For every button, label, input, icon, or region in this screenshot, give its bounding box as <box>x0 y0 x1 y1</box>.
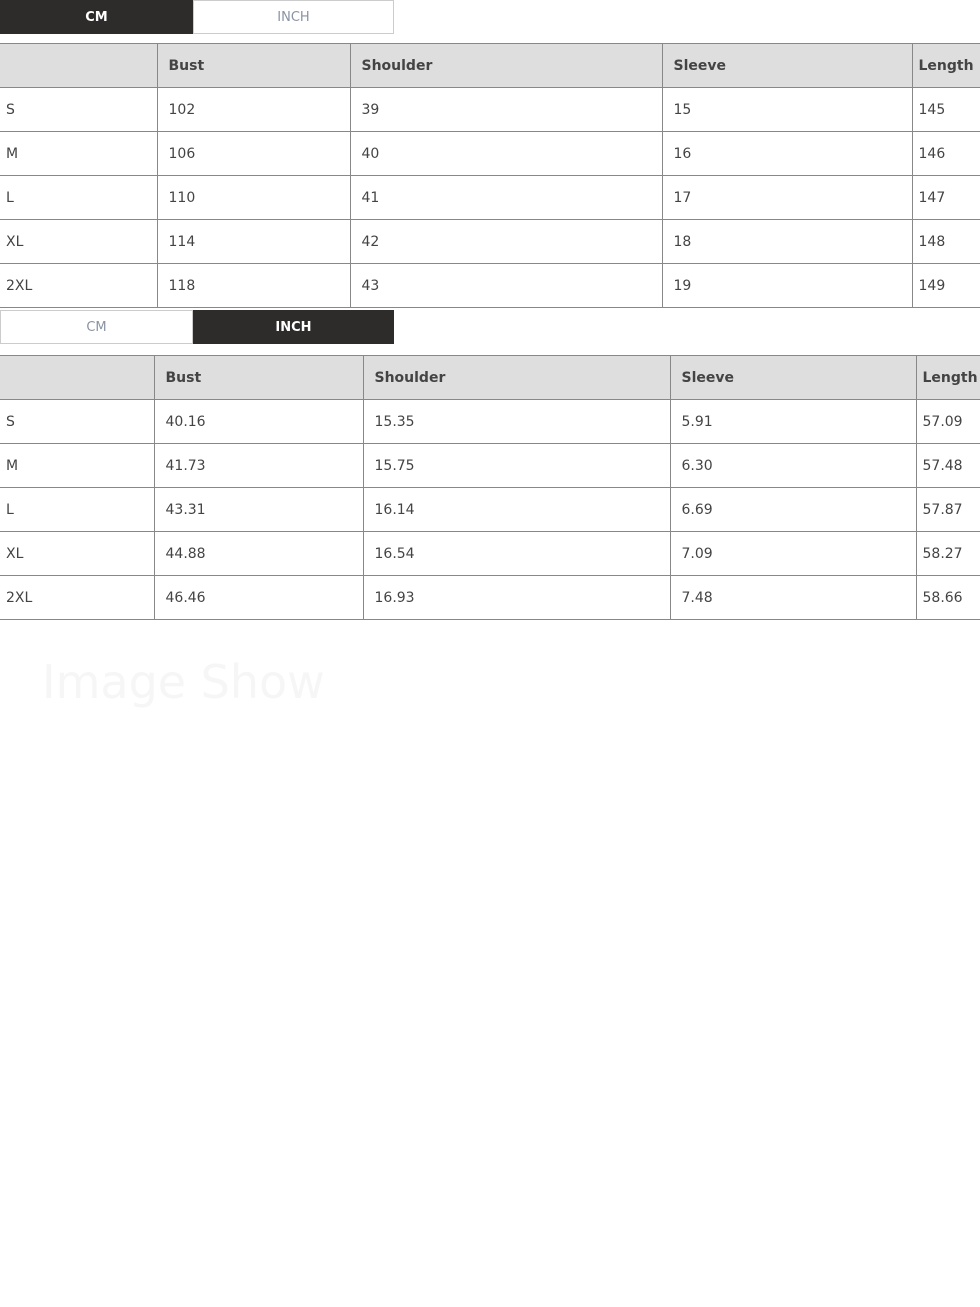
size-label: L <box>0 175 158 220</box>
table-row: L 110 41 17 147 <box>0 175 980 220</box>
measurement-cell: 43 <box>349 263 663 308</box>
column-header: Sleeve <box>661 43 913 88</box>
tab-cm[interactable]: CM <box>0 0 193 34</box>
column-header: Length <box>915 355 980 400</box>
measurement-cell: 147 <box>911 175 980 220</box>
size-label: S <box>0 399 155 444</box>
table-row: XL 44.88 16.54 7.09 58.27 <box>0 531 980 576</box>
measurement-cell: 57.48 <box>915 443 980 488</box>
measurement-cell: 46.46 <box>153 575 364 620</box>
measurement-cell: 42 <box>349 219 663 264</box>
measurement-cell: 106 <box>156 131 351 176</box>
measurement-cell: 15.35 <box>362 399 671 444</box>
measurement-cell: 41 <box>349 175 663 220</box>
measurement-cell: 40.16 <box>153 399 364 444</box>
column-header: Sleeve <box>669 355 917 400</box>
measurement-cell: 44.88 <box>153 531 364 576</box>
size-label: XL <box>0 219 158 264</box>
size-label: M <box>0 131 158 176</box>
measurement-cell: 5.91 <box>669 399 917 444</box>
size-label: S <box>0 87 158 132</box>
table-header-row: Bust Shoulder Sleeve Length <box>0 43 980 88</box>
measurement-cell: 16.54 <box>362 531 671 576</box>
table-row: M 106 40 16 146 <box>0 131 980 176</box>
column-header: Shoulder <box>349 43 663 88</box>
table-row: L 43.31 16.14 6.69 57.87 <box>0 487 980 532</box>
measurement-cell: 148 <box>911 219 980 264</box>
column-header: Bust <box>153 355 364 400</box>
measurement-cell: 17 <box>661 175 913 220</box>
size-label: M <box>0 443 155 488</box>
measurement-cell: 6.69 <box>669 487 917 532</box>
measurement-cell: 7.48 <box>669 575 917 620</box>
measurement-cell: 57.09 <box>915 399 980 444</box>
table-row: S 102 39 15 145 <box>0 87 980 132</box>
table-row: S 40.16 15.35 5.91 57.09 <box>0 399 980 444</box>
measurement-cell: 15 <box>661 87 913 132</box>
column-header <box>0 43 158 88</box>
table-row: 2XL 46.46 16.93 7.48 58.66 <box>0 575 980 620</box>
table-row: M 41.73 15.75 6.30 57.48 <box>0 443 980 488</box>
measurement-cell: 16.14 <box>362 487 671 532</box>
measurement-cell: 40 <box>349 131 663 176</box>
measurement-cell: 145 <box>911 87 980 132</box>
size-label: 2XL <box>0 263 158 308</box>
unit-tabs-inch-section: CM INCH <box>0 310 394 346</box>
measurement-cell: 58.66 <box>915 575 980 620</box>
measurement-cell: 114 <box>156 219 351 264</box>
measurement-cell: 57.87 <box>915 487 980 532</box>
size-table-inch: Bust Shoulder Sleeve Length S 40.16 15.35 5.91… <box>0 355 980 620</box>
measurement-cell: 146 <box>911 131 980 176</box>
tab-inch[interactable]: INCH <box>193 0 394 34</box>
measurement-cell: 16 <box>661 131 913 176</box>
measurement-cell: 19 <box>661 263 913 308</box>
measurement-cell: 6.30 <box>669 443 917 488</box>
measurement-cell: 149 <box>911 263 980 308</box>
size-table-cm: Bust Shoulder Sleeve Length S 102 39 15 145 M 106… <box>0 43 980 308</box>
column-header: Length <box>911 43 980 88</box>
measurement-cell: 18 <box>661 219 913 264</box>
measurement-cell: 43.31 <box>153 487 364 532</box>
tab-cm[interactable]: CM <box>0 310 193 344</box>
measurement-cell: 15.75 <box>362 443 671 488</box>
table-row: XL 114 42 18 148 <box>0 219 980 264</box>
size-label: XL <box>0 531 155 576</box>
measurement-cell: 7.09 <box>669 531 917 576</box>
table-row: 2XL 118 43 19 149 <box>0 263 980 308</box>
tab-inch[interactable]: INCH <box>193 310 394 344</box>
measurement-cell: 16.93 <box>362 575 671 620</box>
unit-tabs-cm-section: CM INCH <box>0 0 394 36</box>
measurement-cell: 39 <box>349 87 663 132</box>
measurement-cell: 102 <box>156 87 351 132</box>
measurement-cell: 118 <box>156 263 351 308</box>
size-label: L <box>0 487 155 532</box>
column-header <box>0 355 155 400</box>
column-header: Shoulder <box>362 355 671 400</box>
measurement-cell: 58.27 <box>915 531 980 576</box>
measurement-cell: 110 <box>156 175 351 220</box>
image-show-watermark: Image Show <box>42 655 325 709</box>
measurement-cell: 41.73 <box>153 443 364 488</box>
column-header: Bust <box>156 43 351 88</box>
table-header-row: Bust Shoulder Sleeve Length <box>0 355 980 400</box>
size-label: 2XL <box>0 575 155 620</box>
